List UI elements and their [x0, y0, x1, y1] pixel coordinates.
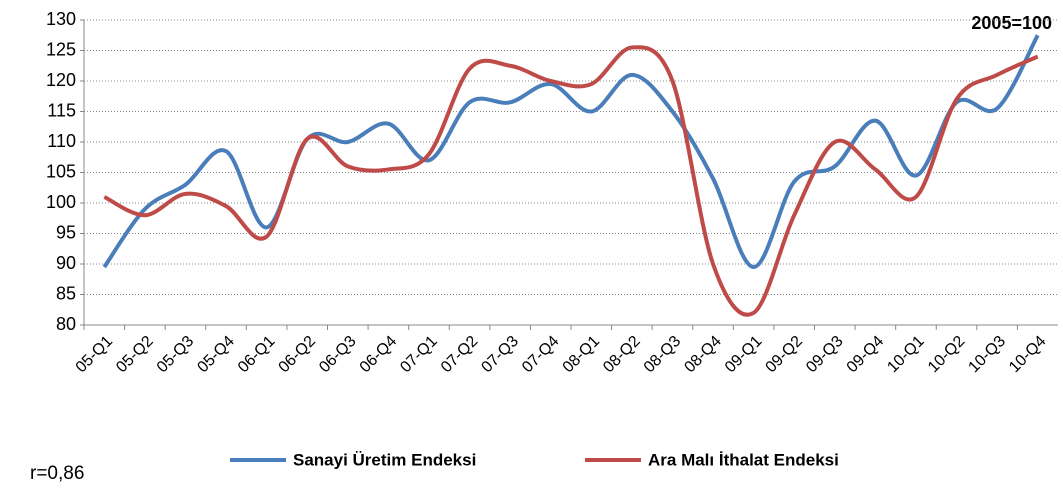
legend-label: Ara Malı İthalat Endeksi [648, 450, 839, 469]
x-tick-label: 05-Q1 [73, 333, 117, 377]
x-tick-label: 08-Q4 [681, 333, 725, 377]
x-tick-label: 08-Q1 [560, 333, 604, 377]
series-line [103, 45, 1039, 317]
x-tick-label: 05-Q3 [154, 333, 198, 377]
x-tick-label: 09-Q1 [722, 333, 766, 377]
x-tick-label: 06-Q3 [316, 333, 360, 377]
y-tick-label: 80 [56, 314, 76, 334]
annotation: r=0,86 [30, 463, 84, 484]
y-tick-label: 115 [47, 100, 76, 120]
y-tick-label: 85 [56, 283, 76, 303]
x-tick-label: 08-Q2 [600, 333, 644, 377]
y-tick-label: 125 [46, 39, 76, 59]
y-tick-label: 100 [46, 192, 76, 212]
annotation: 2005=100 [971, 13, 1052, 33]
y-tick-label: 95 [56, 222, 76, 242]
x-tick-label: 05-Q2 [113, 333, 157, 377]
x-tick-label: 09-Q2 [763, 333, 807, 377]
x-tick-label: 10-Q2 [925, 333, 969, 377]
x-tick-label: 06-Q1 [235, 333, 279, 377]
x-tick-label: 10-Q4 [1006, 333, 1050, 377]
x-tick-label: 09-Q3 [803, 333, 847, 377]
x-tick-label: 05-Q4 [194, 333, 238, 377]
y-tick-label: 120 [46, 70, 76, 90]
y-tick-label: 90 [56, 253, 76, 273]
x-tick-label: 07-Q3 [478, 333, 522, 377]
x-tick-label: 06-Q2 [276, 333, 320, 377]
x-tick-label: 06-Q4 [357, 333, 401, 377]
x-tick-label: 08-Q3 [641, 333, 685, 377]
y-tick-label: 105 [46, 161, 76, 181]
y-tick-label: 130 [46, 9, 76, 29]
x-tick-label: 07-Q2 [438, 333, 482, 377]
series-line [102, 34, 1040, 270]
x-tick-label: 10-Q3 [965, 333, 1009, 377]
legend-label: Sanayi Üretim Endeksi [293, 450, 476, 469]
y-tick-label: 110 [47, 131, 76, 151]
x-tick-label: 07-Q1 [397, 333, 441, 377]
x-tick-label: 09-Q4 [844, 333, 888, 377]
x-tick-label: 07-Q4 [519, 333, 563, 377]
x-tick-label: 10-Q1 [884, 333, 928, 377]
